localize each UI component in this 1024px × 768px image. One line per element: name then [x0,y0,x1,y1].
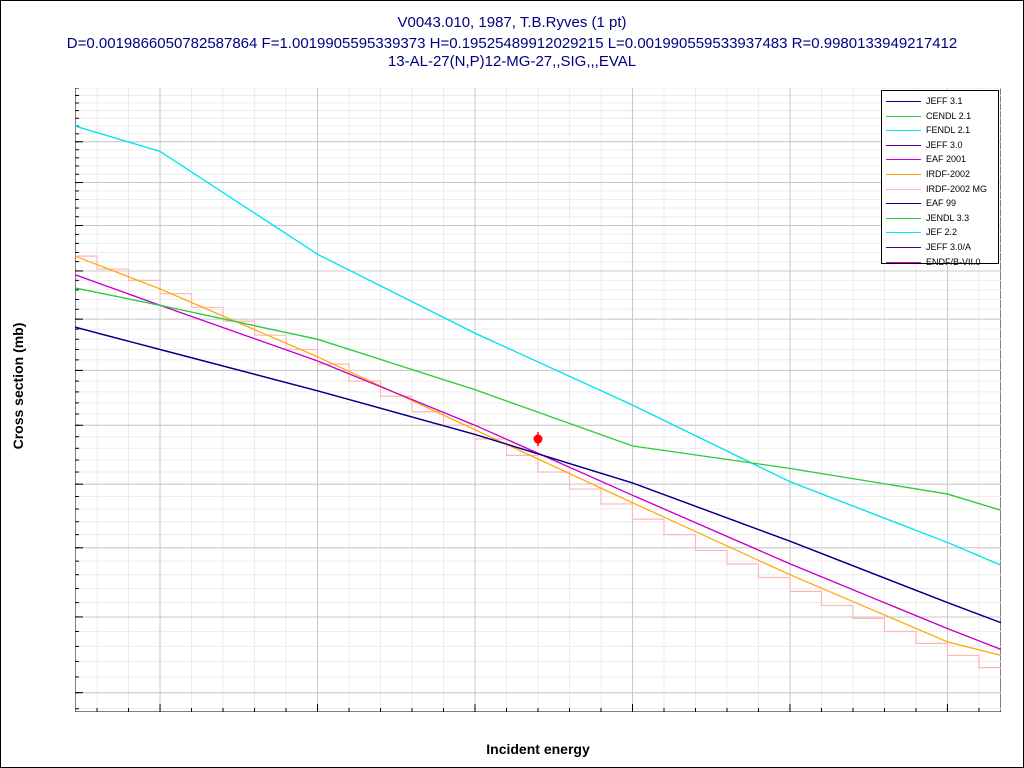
legend-item: JEFF 3.1 [882,94,998,109]
series-line-jeff-3-1 [75,326,1001,624]
series-line-irdf-2002 [75,255,1001,657]
series-line-eaf-2001 [75,274,1001,650]
legend-label: CENDL 2.1 [926,110,972,121]
legend-swatch [886,188,921,190]
legend-swatch [886,144,921,146]
legend-swatch [886,261,921,263]
legend-item: IRDF-2002 [882,167,998,182]
legend-swatch [886,159,921,161]
legend-item: JEFF 3.0 [882,138,998,153]
legend: JEFF 3.1 CENDL 2.1 FENDL 2.1 JEFF 3.0 EAF 20… [881,90,999,267]
legend-swatch [886,173,921,175]
legend-label: IRDF-2002 [926,168,971,179]
legend-item: CENDL 2.1 [882,109,998,124]
legend-label: JEF 2.2 [926,227,958,238]
legend-item: EAF 99 [882,196,998,211]
y-axis-label: Cross section (mb) [10,322,26,450]
legend-label: IRDF-2002 MG [926,183,988,194]
chart-subtitle: D=0.0019866050782587864 F=1.001990559533… [66,35,958,52]
legend-label: ENDF/B-VII.0 [926,256,981,267]
legend-item: JEFF 3.0/A [882,240,998,255]
chart-title: V0043.010, 1987, T.B.Ryves (1 pt) [397,14,627,31]
legend-swatch [886,246,921,248]
legend-label: EAF 99 [926,198,957,209]
legend-label: JEFF 3.1 [926,96,963,106]
data-point [533,434,543,444]
legend-item: ENDF/B-VII.0 [882,255,998,270]
chart-subtitle-reaction: 13-AL-27(N,P)12-MG-27,,SIG,,,EVAL [387,53,637,70]
legend-swatch [886,101,921,102]
legend-label: JEFF 3.0/A [926,241,972,252]
legend-label: JENDL 3.3 [926,212,970,223]
plot-area: 13,5 MeV14 MeV14,5 MeV15 MeV15,5 MeV16 M… [75,88,1001,712]
x-axis-label: Incident energy [486,741,590,757]
legend-item: FENDL 2.1 [882,123,998,138]
legend-swatch [886,203,921,205]
legend-label: JEFF 3.0 [926,139,963,150]
legend-item: EAF 2001 [882,152,998,167]
legend-swatch [886,115,921,117]
legend-swatch [886,130,921,132]
series-line-fendl-2-1 [75,125,1001,566]
series-line-cendl-2-1 [75,287,1001,511]
legend-item: IRDF-2002 MG [882,182,998,197]
legend-label: FENDL 2.1 [926,125,971,136]
legend-item: JEF 2.2 [882,225,998,240]
legend-swatch [886,232,921,234]
legend-label: EAF 2001 [926,154,967,165]
legend-item: JENDL 3.3 [882,211,998,226]
legend-swatch [886,217,921,219]
